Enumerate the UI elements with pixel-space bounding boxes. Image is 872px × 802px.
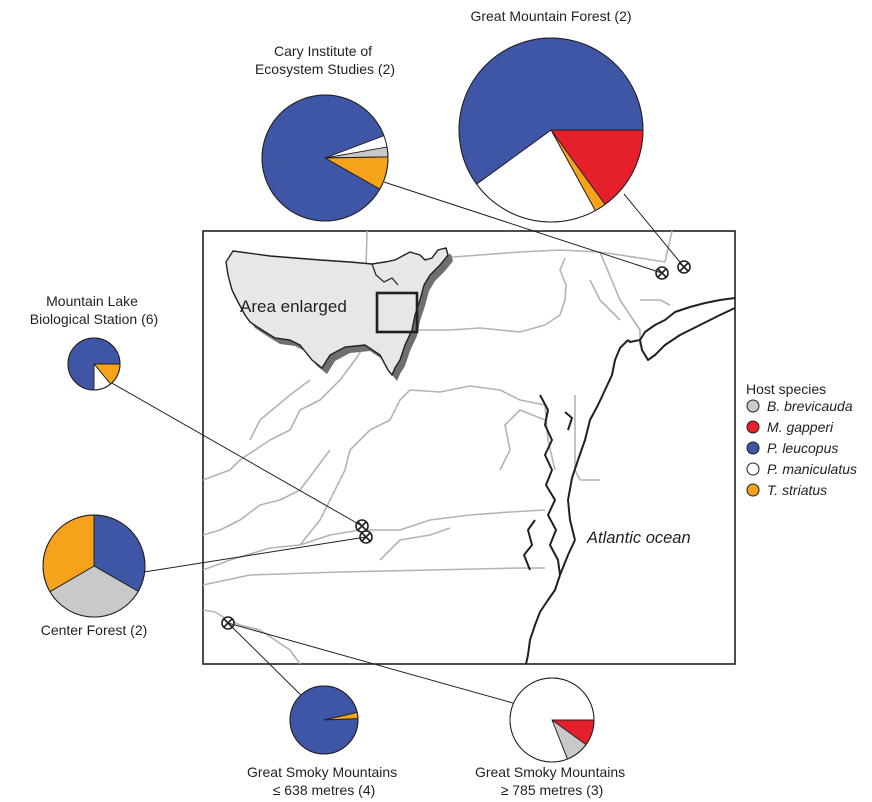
legend-item: P. maniculatus xyxy=(746,461,857,477)
pie-great-mountain xyxy=(458,37,644,223)
pie-mountain-lake xyxy=(67,337,121,391)
great-lakes-outline xyxy=(371,263,399,286)
pie-outline-smoky-high xyxy=(509,677,595,763)
legend-swatch xyxy=(746,420,760,434)
site-label-smoky-low: Great Smoky Mountains ≤ 638 metres (4) xyxy=(247,764,401,798)
pie-outline-smoky-low xyxy=(289,685,359,755)
legend-label: M. gapperi xyxy=(767,419,834,435)
inset-label: Area enlarged xyxy=(240,297,347,316)
site-label-cary: Cary Institute of Ecosystem Studies (2) xyxy=(255,43,395,77)
legend-item: T. striatus xyxy=(746,482,827,498)
site-label-great-mountain: Great Mountain Forest (2) xyxy=(470,8,631,24)
pie-outline-great-mountain xyxy=(458,37,644,223)
coastline xyxy=(523,297,736,665)
site-labels: Great Mountain Forest (2) Cary Institute… xyxy=(30,8,632,798)
legend-item: B. brevicauda xyxy=(746,398,853,414)
pie-outline-cary xyxy=(261,94,389,222)
site-label-center-forest: Center Forest (2) xyxy=(41,622,148,638)
legend-item: P. leucopus xyxy=(746,440,838,456)
legend-title: Host species xyxy=(746,381,826,397)
legend-items: B. brevicauda M. gapperi P. leucopus P. man… xyxy=(746,398,857,498)
site-label-smoky-high: Great Smoky Mountains ≥ 785 metres (3) xyxy=(475,764,629,798)
legend: Host species B. brevicauda M. gapperi P. l… xyxy=(746,381,857,498)
pie-outline-mountain-lake xyxy=(67,337,121,391)
area-enlarged-box xyxy=(375,291,419,334)
pie-center-forest xyxy=(42,514,146,618)
pie-smoky-low xyxy=(289,685,359,755)
legend-swatch xyxy=(746,462,760,476)
legend-item: M. gapperi xyxy=(746,419,834,435)
legend-swatch xyxy=(746,441,760,455)
legend-swatch xyxy=(746,483,760,497)
connector-lines xyxy=(102,181,685,713)
legend-swatch xyxy=(746,399,760,413)
legend-label: P. maniculatus xyxy=(767,461,857,477)
us-inset-land xyxy=(225,247,449,377)
pie-cary xyxy=(261,94,389,222)
pie-outline-center-forest xyxy=(42,514,146,618)
site-label-mountain-lake: Mountain Lake Biological Station (6) xyxy=(30,293,158,327)
site-pies xyxy=(42,37,644,763)
legend-label: P. leucopus xyxy=(767,440,838,456)
us-inset: Area enlarged xyxy=(225,247,453,381)
legend-label: B. brevicauda xyxy=(767,398,853,414)
pie-smoky-high xyxy=(509,677,595,763)
ocean-label: Atlantic ocean xyxy=(586,529,691,547)
legend-label: T. striatus xyxy=(767,482,827,498)
